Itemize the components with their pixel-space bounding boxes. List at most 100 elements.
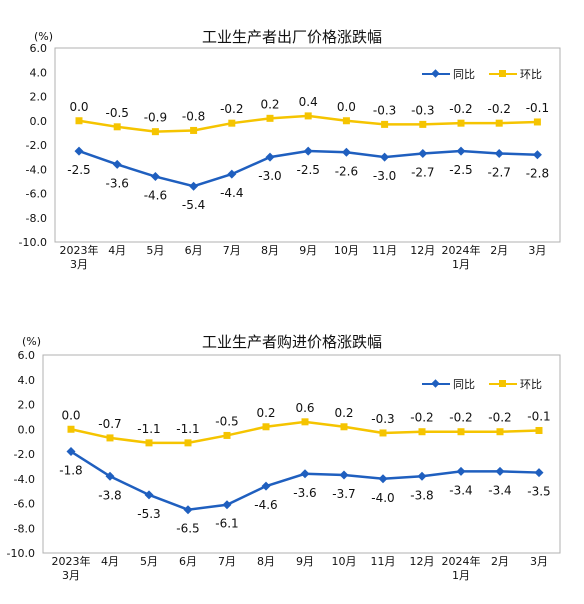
y-tick-label: 4.0 [18, 374, 36, 387]
yoy-point [189, 181, 199, 191]
yoy-data-label: -5.3 [137, 507, 160, 521]
x-tick-label: 2024年 [442, 243, 481, 257]
x-tick-label: 3月 [62, 569, 80, 582]
yoy-point [112, 159, 122, 169]
yoy-point [456, 466, 466, 476]
y-tick-label: 2.0 [30, 91, 48, 104]
x-tick-label: 1月 [452, 569, 470, 582]
yoy-point [417, 471, 427, 481]
plot-frame [42, 354, 561, 554]
yoy-data-label: -2.8 [526, 167, 549, 181]
mom-data-label: -0.5 [105, 106, 128, 120]
yoy-point [378, 474, 388, 484]
legend-item-yoy: 同比 [422, 66, 475, 82]
x-tick-label: 2023年 [60, 243, 99, 257]
x-tick-label: 5月 [140, 555, 158, 568]
mom-data-label: -0.2 [488, 411, 511, 425]
x-tick-label: 9月 [296, 555, 314, 568]
yoy-point [495, 466, 505, 476]
mom-data-label: 0.2 [260, 97, 279, 111]
yoy-point [418, 148, 428, 158]
legend-label-mom: 环比 [520, 378, 542, 391]
mom-data-label: -0.2 [410, 411, 433, 425]
unit-label: (%) [22, 335, 42, 348]
yoy-data-label: -2.7 [487, 165, 510, 179]
chart-title: 工业生产者购进价格涨跌幅 [201, 333, 382, 351]
yoy-point [144, 490, 154, 500]
factory-price-chart: 工业生产者出厂价格涨跌幅 (%) 同比 环比 6.0 4.0 2.0 0.0 -2.0 -… [0, 0, 584, 300]
legend-label-yoy: 同比 [453, 68, 475, 81]
yoy-point [300, 469, 310, 479]
yoy-point [494, 148, 504, 158]
yoy-data-label: -3.0 [258, 169, 281, 183]
mom-data-label: -0.1 [527, 409, 550, 423]
y-tick-label: -4.0 [14, 473, 35, 486]
x-tick-label: 4月 [108, 244, 126, 257]
yoy-data-label: -3.4 [488, 483, 511, 497]
yoy-data-label: -4.0 [371, 491, 394, 505]
x-tick-label: 2月 [491, 555, 509, 568]
yoy-point [261, 481, 271, 491]
mom-point [184, 439, 192, 447]
x-tick-label: 10月 [334, 244, 359, 257]
mom-point [381, 120, 389, 128]
yoy-point [66, 447, 76, 457]
x-tick-label: 7月 [223, 244, 241, 257]
y-tick-label: -10.0 [19, 236, 47, 249]
yoy-data-label: -3.8 [98, 488, 121, 502]
yoy-data-label: -3.6 [105, 176, 128, 190]
yoy-data-label: -2.5 [296, 163, 319, 177]
mom-data-label: 0.4 [299, 95, 318, 109]
mom-data-label: -0.3 [373, 103, 396, 117]
mom-point [379, 429, 387, 437]
x-tick-label: 7月 [218, 555, 236, 568]
yoy-point [150, 172, 160, 182]
y-tick-label: -6.0 [14, 498, 35, 511]
mom-point [113, 123, 121, 131]
mom-point [419, 120, 427, 128]
yoy-data-label: -3.6 [293, 486, 316, 500]
mom-data-label: -1.1 [176, 422, 199, 436]
yoy-data-label: -2.5 [67, 163, 90, 177]
legend-item-mom: 环比 [489, 376, 542, 392]
y-tick-label: -6.0 [26, 188, 47, 201]
yoy-data-label: -3.8 [410, 488, 433, 502]
mom-point [106, 434, 114, 442]
yoy-data-label: -2.5 [449, 163, 472, 177]
yoy-point [380, 152, 390, 162]
x-tick-label: 8月 [257, 555, 275, 568]
y-tick-label: 4.0 [30, 66, 48, 79]
yoy-data-label: -2.6 [335, 164, 358, 178]
mom-point [342, 117, 350, 125]
y-tick-label: -8.0 [26, 212, 47, 225]
yoy-data-label: -3.7 [332, 487, 355, 501]
mom-data-label: -1.1 [137, 422, 160, 436]
yoy-swatch-icon [422, 379, 450, 389]
yoy-data-label: -4.6 [254, 498, 277, 512]
mom-point [223, 431, 231, 439]
mom-point [304, 112, 312, 120]
yoy-point [227, 169, 237, 179]
x-tick-label: 12月 [410, 244, 435, 257]
mom-data-label: -0.2 [487, 102, 510, 116]
yoy-data-label: -3.5 [527, 485, 550, 499]
mom-data-label: 0.0 [337, 100, 356, 114]
yoy-data-label: -3.4 [449, 483, 472, 497]
mom-data-label: -0.2 [449, 411, 472, 425]
yoy-data-label: -3.0 [373, 169, 396, 183]
yoy-point [265, 152, 275, 162]
mom-point [262, 423, 270, 431]
legend-label-yoy: 同比 [453, 378, 475, 391]
yoy-data-label: -6.1 [215, 517, 238, 531]
mom-point [496, 428, 504, 436]
mom-data-label: -0.7 [98, 417, 121, 431]
mom-point [535, 426, 543, 434]
purchase-price-chart: 工业生产者购进价格涨跌幅 (%) 同比 环比 6.0 4.0 2.0 0.0 -2.0 -… [0, 305, 584, 604]
mom-data-label: -0.9 [144, 111, 167, 125]
mom-data-label: -0.3 [371, 412, 394, 426]
mom-data-label: 0.0 [69, 100, 88, 114]
x-tick-label: 10月 [332, 555, 357, 568]
mom-point [457, 428, 465, 436]
mom-point [145, 439, 153, 447]
yoy-point [303, 146, 313, 156]
